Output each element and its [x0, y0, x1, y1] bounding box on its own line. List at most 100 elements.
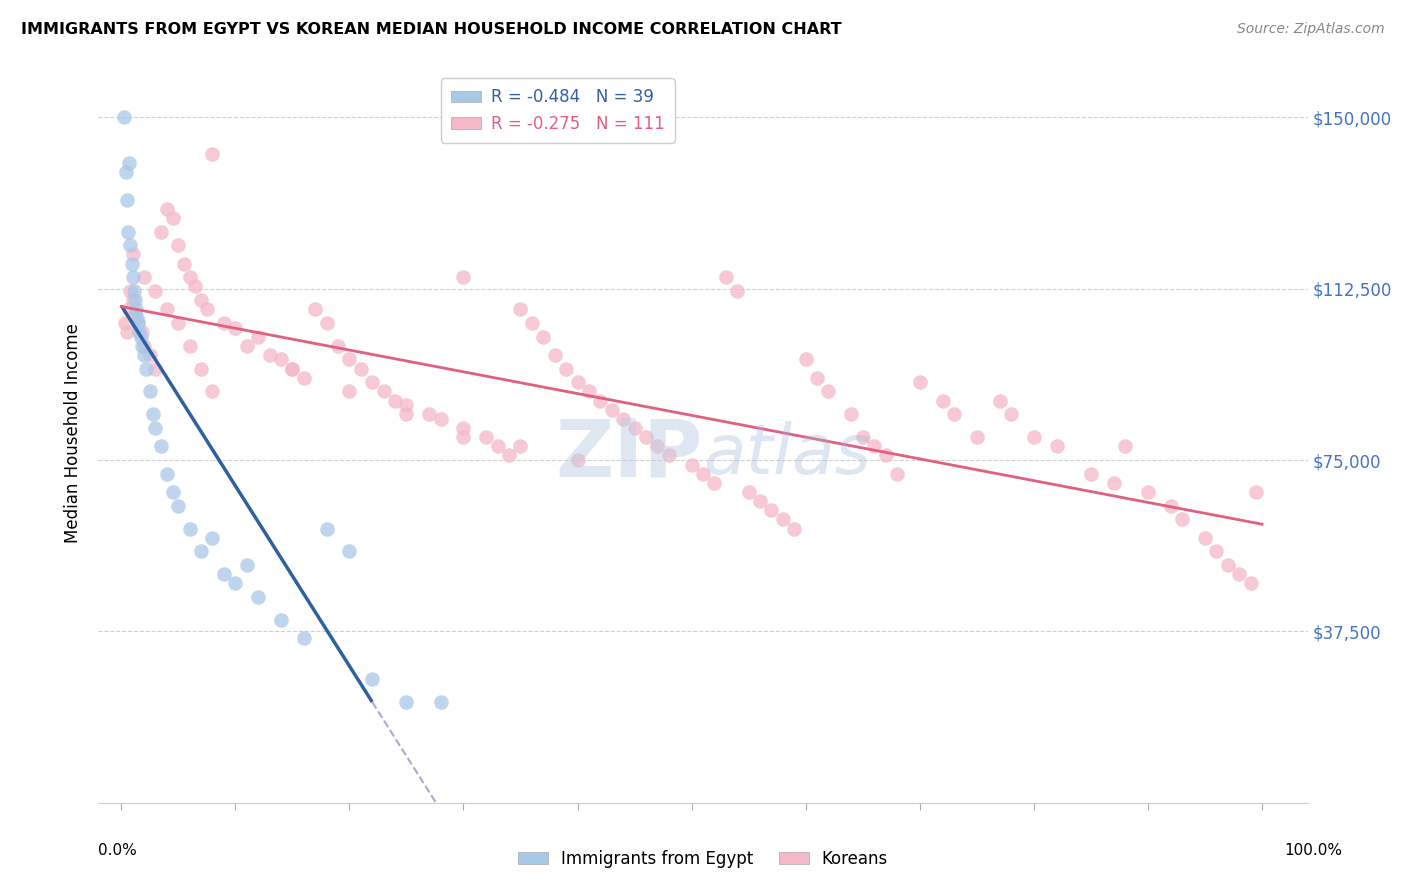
Point — [817, 384, 839, 399]
Point — [121, 293, 143, 307]
Point — [135, 361, 157, 376]
Point — [531, 329, 554, 343]
Point — [395, 695, 418, 709]
Point — [315, 316, 337, 330]
Point — [418, 408, 440, 422]
Point — [453, 421, 475, 435]
Point — [190, 361, 212, 376]
Point — [167, 316, 190, 330]
Point — [156, 467, 179, 481]
Point — [139, 348, 162, 362]
Point — [520, 316, 543, 330]
Point — [761, 503, 783, 517]
Point — [350, 361, 373, 376]
Point — [132, 339, 155, 353]
Point — [1171, 512, 1194, 526]
Point — [658, 449, 681, 463]
Point — [167, 238, 190, 252]
Point — [1022, 430, 1045, 444]
Point — [783, 522, 806, 536]
Point — [132, 270, 155, 285]
Point — [486, 439, 509, 453]
Point — [453, 430, 475, 444]
Point — [139, 384, 162, 399]
Point — [908, 376, 931, 390]
Point — [304, 302, 326, 317]
Point — [224, 576, 246, 591]
Point — [337, 384, 360, 399]
Legend: R = -0.484   N = 39, R = -0.275   N = 111: R = -0.484 N = 39, R = -0.275 N = 111 — [441, 78, 675, 143]
Point — [145, 361, 167, 376]
Point — [498, 449, 520, 463]
Point — [201, 384, 224, 399]
Point — [127, 316, 149, 330]
Point — [118, 156, 141, 170]
Point — [361, 376, 384, 390]
Point — [281, 361, 304, 376]
Point — [156, 302, 179, 317]
Legend: Immigrants from Egypt, Koreans: Immigrants from Egypt, Koreans — [512, 844, 894, 875]
Point — [1227, 567, 1250, 582]
Point — [270, 613, 292, 627]
Point — [429, 412, 451, 426]
Point — [118, 302, 141, 317]
Point — [725, 284, 748, 298]
Point — [179, 339, 201, 353]
Text: 0.0%: 0.0% — [98, 843, 138, 858]
Point — [167, 499, 190, 513]
Point — [589, 393, 612, 408]
Point — [600, 402, 623, 417]
Point — [1194, 531, 1216, 545]
Point — [235, 339, 257, 353]
Point — [184, 279, 207, 293]
Point — [1244, 485, 1267, 500]
Point — [988, 393, 1011, 408]
Point — [737, 485, 759, 500]
Point — [1136, 485, 1159, 500]
Point — [114, 165, 136, 179]
Point — [127, 316, 149, 330]
Point — [1000, 408, 1022, 422]
Point — [124, 307, 146, 321]
Point — [544, 348, 567, 362]
Point — [839, 408, 862, 422]
Point — [886, 467, 908, 481]
Point — [120, 284, 142, 298]
Text: ZIP: ZIP — [555, 416, 703, 494]
Point — [201, 531, 224, 545]
Point — [555, 361, 578, 376]
Point — [117, 225, 139, 239]
Point — [259, 348, 281, 362]
Point — [692, 467, 714, 481]
Text: Source: ZipAtlas.com: Source: ZipAtlas.com — [1237, 22, 1385, 37]
Point — [179, 522, 201, 536]
Point — [806, 371, 828, 385]
Point — [115, 325, 138, 339]
Point — [124, 293, 146, 307]
Point — [156, 202, 179, 216]
Point — [509, 302, 531, 317]
Point — [162, 485, 184, 500]
Point — [567, 453, 589, 467]
Point — [395, 408, 418, 422]
Point — [1046, 439, 1069, 453]
Point — [749, 494, 772, 508]
Point — [131, 339, 153, 353]
Point — [966, 430, 988, 444]
Point — [112, 110, 135, 124]
Point — [281, 361, 304, 376]
Point — [647, 439, 669, 453]
Point — [235, 558, 257, 573]
Point — [247, 590, 270, 604]
Point — [201, 146, 224, 161]
Point — [794, 352, 817, 367]
Point — [1080, 467, 1102, 481]
Point — [634, 430, 657, 444]
Point — [395, 398, 418, 412]
Point — [173, 256, 195, 270]
Point — [145, 421, 167, 435]
Point — [703, 475, 725, 490]
Point — [190, 544, 212, 558]
Point — [121, 247, 143, 261]
Point — [120, 238, 142, 252]
